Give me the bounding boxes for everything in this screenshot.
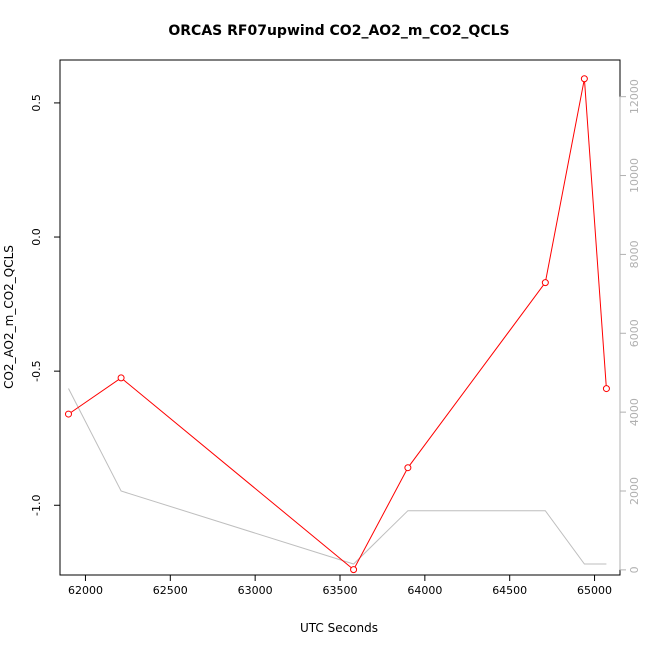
chart-title: ORCAS RF07upwind CO2_AO2_m_CO2_QCLS: [168, 23, 509, 39]
right-y-axis: 0 2000 4000 6000 8000 10000 12000: [619, 79, 641, 573]
x-tick-label: 65000: [577, 584, 612, 597]
right-y-tick-label: 0: [628, 566, 641, 573]
x-tick-label: 63500: [323, 584, 358, 597]
data-point: [580, 75, 588, 83]
right-y-tick-label: 6000: [628, 319, 641, 347]
x-tick-label: 63000: [238, 584, 273, 597]
right-y-tick-label: 2000: [628, 477, 641, 505]
data-point: [350, 566, 358, 574]
x-axis: 62000 62500 63000 63500 64000 64500 65000: [68, 574, 612, 597]
data-point: [117, 374, 125, 382]
x-tick-label: 62500: [153, 584, 188, 597]
x-axis-label: UTC Seconds: [300, 621, 378, 635]
y-axis-label: CO2_AO2_m_CO2_QCLS: [2, 245, 16, 389]
primary-series-line: [68, 78, 607, 571]
y-tick-label: 0.0: [30, 228, 43, 246]
y-tick-label: -0.5: [30, 360, 43, 381]
y-tick-label: 0.5: [30, 94, 43, 112]
data-point: [64, 410, 72, 418]
right-y-tick-label: 8000: [628, 240, 641, 268]
x-tick-label: 64500: [492, 584, 527, 597]
data-point: [404, 464, 412, 472]
secondary-series-line: [68, 388, 607, 565]
data-point: [541, 279, 549, 287]
data-point: [602, 385, 610, 393]
y-axis: -1.0 -0.5 0.0 0.5: [30, 94, 61, 516]
series-layer: [64, 75, 610, 574]
x-tick-label: 62000: [68, 584, 103, 597]
right-y-tick-label: 12000: [628, 79, 641, 114]
right-y-tick-label: 10000: [628, 158, 641, 193]
x-tick-label: 64000: [407, 584, 442, 597]
y-tick-label: -1.0: [30, 495, 43, 516]
right-y-tick-label: 4000: [628, 398, 641, 426]
